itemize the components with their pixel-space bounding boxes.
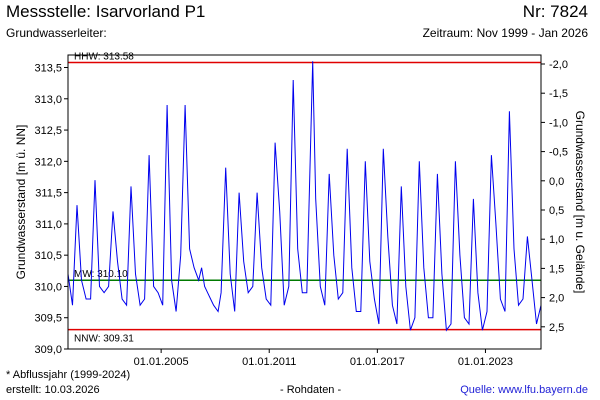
y2-tick-label: -2,0 [549, 59, 568, 71]
y-tick-label: 310,5 [34, 250, 62, 262]
y2-tick-label: 2,5 [549, 322, 564, 334]
created-date: erstellt: 10.03.2026 [6, 384, 100, 396]
y2-tick-label: 2,0 [549, 293, 564, 305]
period-label: Zeitraum: Nov 1999 - Jan 2026 [422, 26, 588, 40]
y-tick-label: 311,5 [35, 188, 62, 200]
y-tick-label: 310,0 [34, 281, 62, 293]
y-tick-label: 309,0 [34, 344, 62, 356]
x-tick-labels: 01.01.2005 01.01.2011 01.01.2017 01.01.2023 [134, 356, 513, 368]
y2-tick-label: 1,0 [549, 234, 564, 246]
y2-axis-label: Grundwasserstand [m u. Gelände] [573, 111, 587, 294]
aquifer-label: Grundwasserleiter: [6, 26, 107, 40]
x-tick-label: 01.01.2017 [350, 356, 405, 368]
source-link[interactable]: Quelle: www.lfu.bayern.de [460, 384, 588, 396]
series-line [67, 61, 542, 332]
y2-tick-label: -1,5 [549, 88, 568, 100]
y2-tick-label: -1,0 [549, 117, 568, 129]
y2-tick-labels: -2,0 -1,5 -1,0 -0,5 0,0 0,5 1,0 1,5 2,0 2,5 [549, 59, 568, 334]
y2-tick-label: 0,0 [549, 176, 564, 188]
y-tick-label: 311,0 [35, 219, 62, 231]
raw-data-label: - Rohdaten - [280, 384, 342, 396]
footnote: * Abflussjahr (1999-2024) [6, 369, 131, 381]
x-tick-label: 01.01.2011 [242, 356, 296, 368]
y-axis-label: Grundwasserstand [m ü. NN] [14, 125, 28, 280]
y-tick-label: 309,5 [34, 313, 62, 325]
reference-label-nnw: NNW: 309.31 [74, 334, 134, 345]
station-number: Nr: 7824 [522, 2, 588, 21]
x-tick-label: 01.01.2005 [134, 356, 189, 368]
y-tick-label: 312,0 [34, 156, 62, 168]
y-tick-label: 312,5 [34, 125, 62, 137]
chart-grid [64, 63, 545, 353]
x-tick-label: 01.01.2023 [458, 356, 513, 368]
y-tick-labels: 309,0 309,5 310,0 310,5 311,0 311,5 312,0 312,5… [34, 63, 62, 356]
y2-tick-label: 1,5 [549, 263, 564, 275]
y2-tick-label: 0,5 [549, 205, 564, 217]
y2-tick-label: -0,5 [549, 147, 568, 159]
y-tick-label: 313,0 [34, 94, 62, 106]
reference-label-mw: MW: 310.10 [74, 269, 128, 280]
plot-frame [67, 54, 542, 350]
page-title: Messstelle: Isarvorland P1 [6, 2, 206, 21]
reference-label-hhw: HHW: 313.58 [74, 52, 134, 63]
y-tick-label: 313,5 [34, 63, 62, 75]
